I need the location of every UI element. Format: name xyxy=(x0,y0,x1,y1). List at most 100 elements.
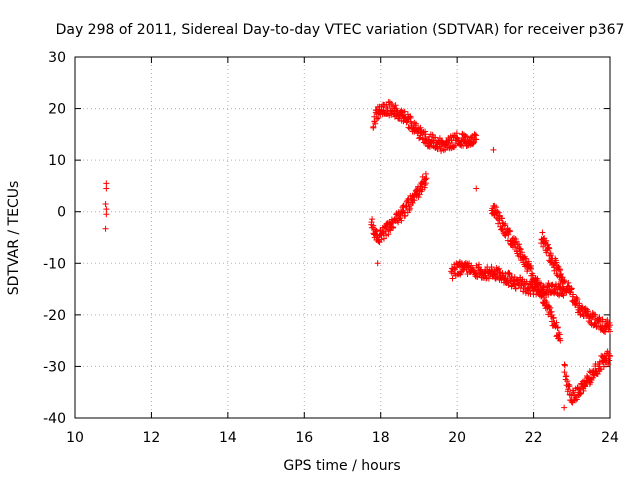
data-point xyxy=(411,197,418,204)
data-point xyxy=(453,130,460,137)
y-tick-label: -30 xyxy=(43,359,66,375)
data-point xyxy=(374,260,381,267)
data-point xyxy=(404,116,411,123)
data-point xyxy=(547,250,554,257)
series-2 xyxy=(368,170,430,246)
x-tick-label: 24 xyxy=(601,430,619,446)
data-point xyxy=(561,278,568,285)
y-tick-label: -40 xyxy=(43,411,66,427)
x-tick-label: 14 xyxy=(219,430,237,446)
data-point xyxy=(565,381,572,388)
x-tick-label: 22 xyxy=(525,430,543,446)
data-point xyxy=(369,216,376,223)
data-point xyxy=(103,185,110,192)
data-point xyxy=(403,202,410,209)
data-point xyxy=(554,324,561,331)
data-point xyxy=(372,120,379,127)
data-point xyxy=(514,241,521,248)
data-point xyxy=(395,219,402,226)
data-point xyxy=(557,270,564,277)
data-point xyxy=(380,235,387,242)
data-points xyxy=(102,98,613,411)
series-5 xyxy=(538,229,613,335)
data-point xyxy=(368,219,375,226)
data-point xyxy=(527,265,534,272)
data-point xyxy=(422,180,429,187)
y-tick-label: 10 xyxy=(48,153,66,169)
data-point xyxy=(543,237,550,244)
data-point xyxy=(592,311,599,318)
data-point xyxy=(533,277,540,284)
data-point xyxy=(473,185,480,192)
data-point xyxy=(582,383,589,390)
data-point xyxy=(556,267,563,274)
series-7 xyxy=(374,146,568,411)
data-point xyxy=(563,372,570,379)
data-point xyxy=(419,135,426,142)
data-point xyxy=(562,373,569,380)
data-point xyxy=(102,225,109,232)
data-point xyxy=(517,246,524,253)
data-point xyxy=(401,108,408,115)
data-point xyxy=(384,105,391,112)
data-point xyxy=(488,264,495,271)
y-tick-label: 0 xyxy=(57,205,66,221)
x-tick-label: 18 xyxy=(372,430,390,446)
data-point xyxy=(417,132,424,139)
data-point xyxy=(103,211,110,218)
data-point xyxy=(416,191,423,198)
data-point xyxy=(505,269,512,276)
data-point xyxy=(388,100,395,107)
data-point xyxy=(606,328,613,335)
data-point xyxy=(373,115,380,122)
data-point xyxy=(422,134,429,141)
data-point xyxy=(423,175,430,182)
x-tick-label: 10 xyxy=(66,430,84,446)
data-point xyxy=(392,102,399,109)
data-point xyxy=(102,200,109,207)
chart-title: Day 298 of 2011, Sidereal Day-to-day VTE… xyxy=(56,22,625,38)
data-point xyxy=(570,389,577,396)
y-tick-label: -10 xyxy=(43,256,66,272)
data-point xyxy=(495,209,502,216)
y-tick-label: -20 xyxy=(43,308,66,324)
x-axis-label: GPS time / hours xyxy=(283,458,400,474)
data-point xyxy=(594,323,601,330)
grid xyxy=(75,57,610,418)
data-point xyxy=(494,208,501,215)
data-point xyxy=(568,285,575,292)
data-point xyxy=(605,361,612,368)
series-0 xyxy=(102,180,110,232)
data-point xyxy=(561,369,568,376)
data-point xyxy=(550,314,557,321)
data-point xyxy=(546,245,553,252)
data-point xyxy=(539,229,546,236)
plot-frame xyxy=(74,56,611,419)
data-point xyxy=(576,300,583,307)
data-point xyxy=(502,220,509,227)
data-point xyxy=(506,270,513,277)
data-point xyxy=(404,197,411,204)
data-point xyxy=(493,204,500,211)
data-point xyxy=(390,224,397,231)
data-point xyxy=(564,378,571,385)
data-point xyxy=(505,228,512,235)
data-point xyxy=(506,227,513,234)
data-point xyxy=(370,222,377,229)
data-point xyxy=(579,378,586,385)
data-point xyxy=(385,231,392,238)
data-point xyxy=(398,217,405,224)
data-point xyxy=(402,212,409,219)
y-tick-label: 30 xyxy=(48,50,66,66)
data-point xyxy=(375,115,382,122)
data-point xyxy=(522,255,529,262)
data-point xyxy=(556,283,563,290)
data-point xyxy=(540,243,547,250)
data-point xyxy=(518,282,525,289)
data-point xyxy=(474,273,481,280)
data-point xyxy=(553,319,560,326)
data-point xyxy=(412,122,419,129)
data-point xyxy=(415,194,422,201)
data-point xyxy=(448,139,455,146)
data-point xyxy=(462,132,469,139)
